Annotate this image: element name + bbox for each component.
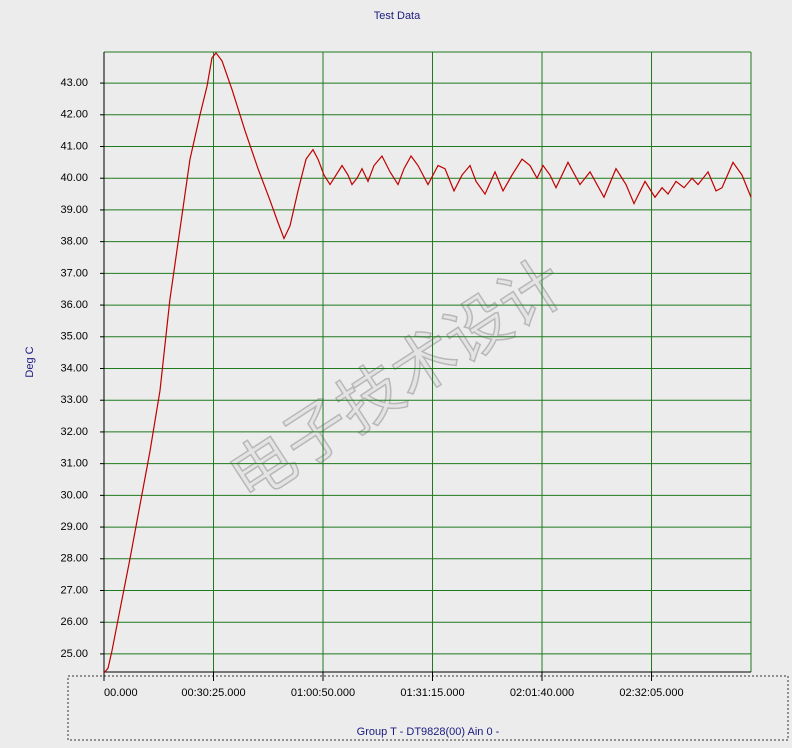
y-tick-label: 30.00 [60, 489, 88, 501]
y-tick-label: 25.00 [60, 648, 88, 660]
x-tick-label: 00:30:25.000 [181, 687, 245, 699]
y-tick-label: 40.00 [60, 172, 88, 184]
x-tick-label: 00.000 [104, 687, 138, 699]
y-tick-label: 26.00 [60, 616, 88, 628]
y-tick-label: 36.00 [60, 299, 88, 311]
y-tick-label: 39.00 [60, 204, 88, 216]
y-tick-label: 31.00 [60, 458, 88, 470]
watermark: 电子技术设计 [217, 246, 578, 516]
y-tick-label: 38.00 [60, 236, 88, 248]
y-tick-label: 33.00 [60, 394, 88, 406]
y-tick-label: 34.00 [60, 362, 88, 374]
x-axis-label: Group T - DT9828(00) Ain 0 - [357, 726, 500, 738]
y-tick-label: 29.00 [60, 521, 88, 533]
x-tick-label: 02:01:40.000 [510, 687, 574, 699]
y-tick-label: 35.00 [60, 331, 88, 343]
x-tick-label: 01:31:15.000 [400, 687, 464, 699]
x-tick-label: 01:00:50.000 [291, 687, 355, 699]
y-tick-label: 37.00 [60, 267, 88, 279]
y-tick-label: 43.00 [60, 77, 88, 89]
y-tick-label: 27.00 [60, 584, 88, 596]
y-tick-label: 42.00 [60, 109, 88, 121]
y-tick-label: 28.00 [60, 553, 88, 565]
y-tick-label: 32.00 [60, 426, 88, 438]
data-line [103, 51, 752, 674]
x-axis-frame [67, 675, 789, 741]
x-tick-label: 02:32:05.000 [619, 687, 683, 699]
y-tick-label: 41.00 [60, 140, 88, 152]
y-axis-label: Deg C [24, 346, 36, 377]
chart-title: Test Data [374, 10, 421, 22]
